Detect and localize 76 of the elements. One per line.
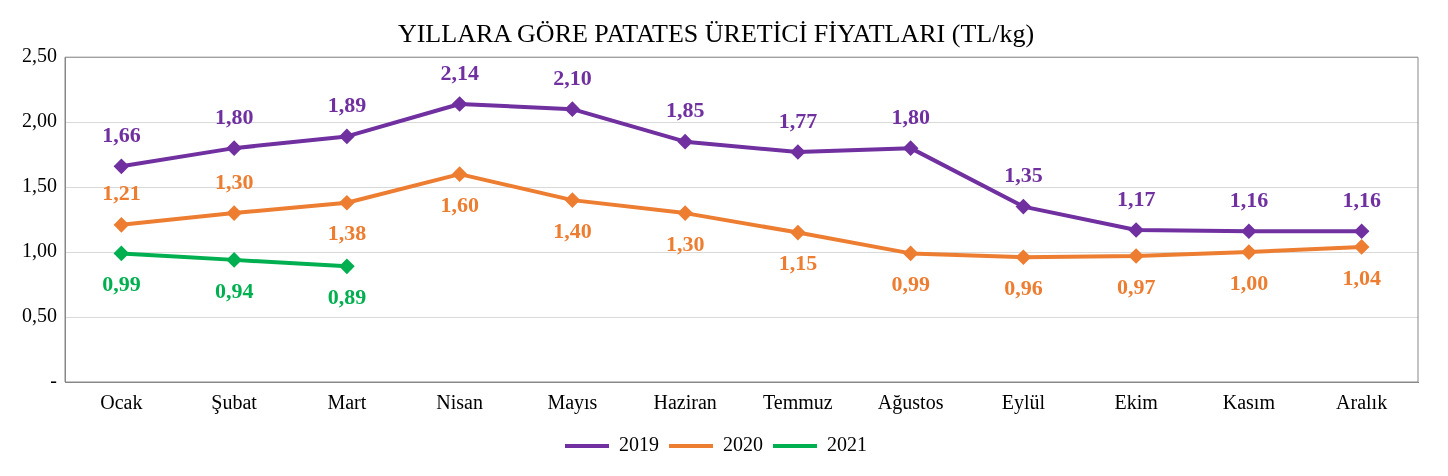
legend-label: 2021 <box>827 433 867 456</box>
point <box>678 206 693 221</box>
point <box>227 252 242 267</box>
x-tick-label: Ekim <box>1114 391 1159 414</box>
point <box>452 96 467 111</box>
data-label: 1,17 <box>1116 185 1156 211</box>
data-label: 0,94 <box>214 277 254 303</box>
data-label: 1,80 <box>214 103 254 129</box>
data-label: 1,00 <box>1229 269 1269 295</box>
data-label: 0,96 <box>1004 274 1043 300</box>
data-label: 2,14 <box>440 59 479 85</box>
x-tick-label: Temmuz <box>763 391 833 414</box>
legend-label: 2019 <box>619 433 659 456</box>
data-label: 1,30 <box>665 230 705 256</box>
point <box>1129 222 1144 237</box>
point <box>1016 250 1031 265</box>
point <box>790 145 805 160</box>
point <box>452 167 467 182</box>
y-tick-label: - <box>50 369 57 392</box>
point <box>339 195 354 210</box>
point <box>903 141 918 156</box>
y-tick-label: 1,50 <box>22 174 57 197</box>
point <box>565 193 580 208</box>
point <box>114 159 129 174</box>
point <box>790 225 805 240</box>
point <box>1354 224 1369 239</box>
x-tick-label: Mayıs <box>547 391 598 415</box>
point <box>114 217 129 232</box>
point <box>1354 239 1369 254</box>
data-label: 2,10 <box>553 64 592 90</box>
data-label: 0,89 <box>327 284 367 310</box>
chart-title: YILLARA GÖRE PATATES ÜRETİCİ FİYATLARI (TL/kg) <box>397 19 1035 49</box>
data-label: 1,80 <box>891 103 930 129</box>
point <box>339 129 354 144</box>
point <box>227 141 242 156</box>
legend-label: 2020 <box>723 433 763 456</box>
x-tick-label: Aralık <box>1336 391 1388 414</box>
data-label: 1,15 <box>778 250 818 276</box>
data-label: 1,04 <box>1342 264 1381 290</box>
y-tick-label: 0,50 <box>22 304 57 327</box>
point <box>114 246 129 261</box>
data-label: 1,16 <box>1342 186 1381 212</box>
x-tick-label: Ocak <box>100 391 143 414</box>
x-tick-label: Haziran <box>653 391 717 414</box>
point <box>227 206 242 221</box>
data-label: 0,99 <box>891 271 930 297</box>
point <box>678 134 693 149</box>
data-label: 1,60 <box>440 191 479 217</box>
point <box>339 259 354 274</box>
data-label: 1,66 <box>102 122 141 148</box>
x-tick-label: Kasım <box>1222 391 1276 414</box>
data-label: 1,40 <box>553 217 592 243</box>
data-label: 0,99 <box>102 271 141 297</box>
x-tick-label: Ağustos <box>877 391 944 415</box>
point <box>565 102 580 117</box>
data-label: 0,97 <box>1116 273 1156 299</box>
y-tick-label: 2,50 <box>22 44 57 67</box>
point <box>1241 224 1256 239</box>
y-tick-label: 1,00 <box>22 239 57 262</box>
data-label: 1,21 <box>102 180 141 206</box>
data-label: 1,30 <box>214 168 254 194</box>
data-label: 1,89 <box>327 92 367 118</box>
point <box>1016 199 1031 214</box>
data-label: 1,85 <box>665 97 705 123</box>
x-tick-label: Nisan <box>436 391 483 414</box>
data-label: 1,16 <box>1229 186 1269 212</box>
data-label: 1,35 <box>1004 162 1043 188</box>
x-tick-label: Eylül <box>1001 391 1046 415</box>
data-label: 1,38 <box>327 220 367 246</box>
data-label: 1,77 <box>778 107 818 133</box>
x-tick-label: Şubat <box>211 391 258 415</box>
x-tick-label: Mart <box>327 391 367 414</box>
y-tick-label: 2,00 <box>22 109 57 132</box>
point <box>903 246 918 261</box>
point <box>1241 245 1256 260</box>
point <box>1129 248 1144 263</box>
